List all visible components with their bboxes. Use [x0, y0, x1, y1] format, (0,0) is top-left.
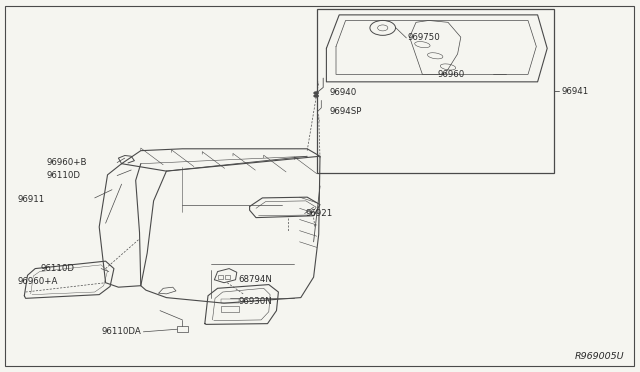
Text: 96960+B: 96960+B	[46, 158, 86, 167]
Text: 96110D: 96110D	[40, 264, 74, 273]
Text: 68794N: 68794N	[239, 275, 273, 284]
Text: 96960+A: 96960+A	[18, 277, 58, 286]
Text: 96940: 96940	[330, 88, 357, 97]
Text: 96110DA: 96110DA	[101, 327, 141, 336]
Bar	[317, 9, 554, 173]
Text: 96941: 96941	[562, 87, 589, 96]
Text: R969005U: R969005U	[574, 352, 624, 361]
Bar	[177, 326, 188, 332]
Bar	[221, 306, 239, 312]
Bar	[225, 275, 230, 279]
Text: 96110D: 96110D	[46, 171, 80, 180]
Text: 969750: 969750	[408, 33, 440, 42]
Bar	[218, 275, 223, 279]
Bar	[221, 299, 239, 303]
Text: 96921: 96921	[305, 209, 333, 218]
Circle shape	[314, 94, 319, 97]
Text: 96960: 96960	[437, 70, 465, 79]
Text: 9694SP: 9694SP	[330, 107, 362, 116]
Circle shape	[314, 92, 319, 94]
Text: 96930N: 96930N	[239, 297, 273, 306]
Text: 96911: 96911	[18, 195, 45, 204]
